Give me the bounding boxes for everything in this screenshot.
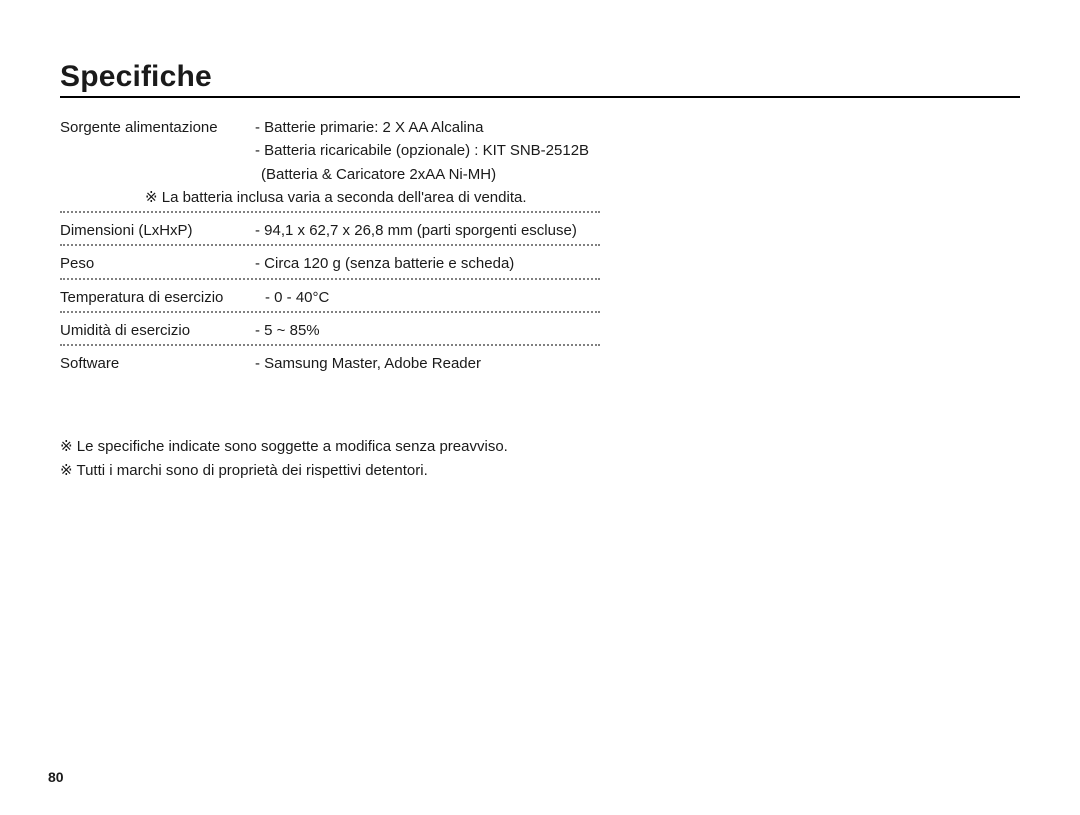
spec-value-note: ※ La batteria inclusa varia a seconda de…	[145, 186, 600, 209]
spec-table: Sorgente alimentazione - Batterie primar…	[60, 116, 600, 375]
divider	[60, 344, 600, 346]
spec-value: - Circa 120 g (senza batterie e scheda)	[255, 252, 600, 275]
footer-note-line: ※ Tutti i marchi sono di proprietà dei r…	[60, 459, 760, 482]
page-title: Speciﬁche	[60, 60, 1020, 98]
spec-value: - Samsung Master, Adobe Reader	[255, 352, 600, 375]
divider	[60, 311, 600, 313]
spec-row-power-note: ※ La batteria inclusa varia a seconda de…	[60, 186, 600, 209]
spec-label: Software	[60, 352, 255, 375]
spec-value: - 94,1 x 62,7 x 26,8 mm (parti sporgenti…	[255, 219, 600, 242]
spec-value: - 5 ~ 85%	[255, 319, 600, 342]
spec-row-software: Software - Samsung Master, Adobe Reader	[60, 352, 600, 375]
spec-label: Umidità di esercizio	[60, 319, 255, 342]
spec-value-line: - Batterie primarie: 2 X AA Alcalina	[255, 116, 600, 139]
spec-row-weight: Peso - Circa 120 g (senza batterie e sch…	[60, 252, 600, 275]
spec-label: Peso	[60, 252, 255, 275]
divider	[60, 211, 600, 213]
spec-value: ※ La batteria inclusa varia a seconda de…	[145, 186, 600, 209]
divider	[60, 278, 600, 280]
spec-value: - 0 - 40°C	[265, 286, 600, 309]
manual-page: Speciﬁche Sorgente alimentazione - Batte…	[0, 0, 1080, 815]
footer-note-line: ※ Le speciﬁche indicate sono soggette a …	[60, 435, 760, 458]
spec-value: - Batterie primarie: 2 X AA Alcalina - B…	[255, 116, 600, 186]
spec-label: Sorgente alimentazione	[60, 116, 255, 139]
spec-row-power: Sorgente alimentazione - Batterie primar…	[60, 116, 600, 186]
spec-row-temperature: Temperatura di esercizio - 0 - 40°C	[60, 286, 600, 309]
divider	[60, 244, 600, 246]
spec-row-dimensions: Dimensioni (LxHxP) - 94,1 x 62,7 x 26,8 …	[60, 219, 600, 242]
spec-row-humidity: Umidità di esercizio - 5 ~ 85%	[60, 319, 600, 342]
spec-label: Dimensioni (LxHxP)	[60, 219, 255, 242]
spec-label: Temperatura di esercizio	[60, 286, 265, 309]
spec-value-line: (Batteria & Caricatore 2xAA Ni-MH)	[255, 163, 600, 186]
spec-value-line: - Batteria ricaricabile (opzionale) : KI…	[255, 139, 600, 162]
page-number: 80	[48, 769, 64, 785]
footer-notes: ※ Le speciﬁche indicate sono soggette a …	[60, 435, 760, 482]
